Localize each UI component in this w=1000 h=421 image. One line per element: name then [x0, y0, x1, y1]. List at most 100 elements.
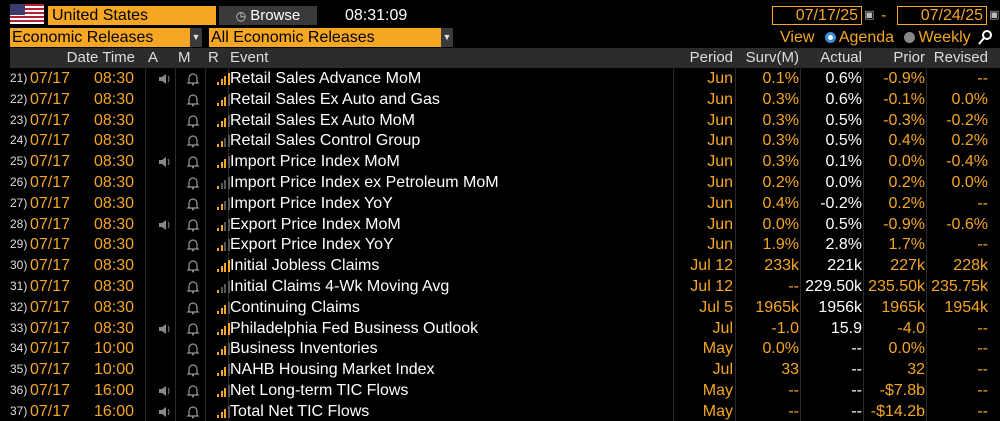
- table-row[interactable]: 36) 07/17 16:00 Net Long-term TIC Flows …: [10, 380, 1000, 401]
- start-date-input[interactable]: 07/17/25: [772, 6, 862, 25]
- event-name[interactable]: Continuing Claims: [230, 298, 360, 316]
- event-name[interactable]: Initial Jobless Claims: [230, 257, 380, 275]
- table-row[interactable]: 26) 07/17 08:30 Import Price Index ex Pe…: [10, 172, 1000, 193]
- col-prior[interactable]: Prior: [893, 49, 925, 66]
- table-row[interactable]: 30) 07/17 08:30 Initial Jobless Claims J…: [10, 255, 1000, 276]
- event-name[interactable]: Total Net TIC Flows: [230, 402, 370, 420]
- weekly-label[interactable]: Weekly: [918, 29, 971, 46]
- calendar-icon[interactable]: ▣: [864, 9, 875, 21]
- speaker-icon[interactable]: [157, 71, 171, 85]
- relevance-bars-icon: [217, 238, 231, 252]
- speaker-icon[interactable]: [157, 154, 171, 168]
- table-row[interactable]: 28) 07/17 08:30 Export Price Index MoM J…: [10, 214, 1000, 235]
- bell-icon[interactable]: [186, 258, 200, 273]
- col-audio[interactable]: A: [148, 49, 159, 66]
- speaker-placeholder[interactable]: [157, 300, 171, 314]
- speaker-placeholder[interactable]: [157, 92, 171, 106]
- row-number: 29): [10, 237, 28, 252]
- table-row[interactable]: 24) 07/17 08:30 Retail Sales Control Gro…: [10, 130, 1000, 151]
- table-row[interactable]: 33) 07/17 08:30 Philadelphia Fed Busines…: [10, 318, 1000, 339]
- event-name[interactable]: Philadelphia Fed Business Outlook: [230, 319, 479, 337]
- col-event[interactable]: Event: [230, 49, 269, 66]
- release-time: 08:30: [94, 278, 135, 295]
- view-label: View: [780, 29, 815, 46]
- col-survey[interactable]: Surv(M): [745, 49, 799, 66]
- col-datetime[interactable]: Date Time: [66, 49, 135, 66]
- release-type-dropdown[interactable]: Economic Releases: [10, 28, 200, 47]
- bell-icon[interactable]: [186, 113, 200, 128]
- table-row[interactable]: 35) 07/17 10:00 NAHB Housing Market Inde…: [10, 359, 1000, 380]
- speaker-placeholder[interactable]: [157, 196, 171, 210]
- speaker-placeholder[interactable]: [157, 113, 171, 127]
- speaker-placeholder[interactable]: [157, 258, 171, 272]
- bell-icon[interactable]: [186, 383, 200, 398]
- event-name[interactable]: Retail Sales Ex Auto MoM: [230, 111, 415, 129]
- bell-icon[interactable]: [186, 279, 200, 294]
- col-period[interactable]: Period: [689, 49, 733, 66]
- end-date-input[interactable]: 07/24/25: [897, 6, 987, 25]
- speaker-icon[interactable]: [157, 404, 171, 418]
- table-row[interactable]: 31) 07/17 08:30 Initial Claims 4-Wk Movi…: [10, 276, 1000, 297]
- speaker-icon[interactable]: [157, 321, 171, 335]
- event-name[interactable]: Initial Claims 4-Wk Moving Avg: [230, 278, 450, 295]
- event-name[interactable]: Import Price Index ex Petroleum MoM: [230, 174, 499, 191]
- bell-icon[interactable]: [186, 196, 200, 211]
- bell-icon[interactable]: [186, 154, 200, 169]
- event-name[interactable]: Net Long-term TIC Flows: [230, 382, 409, 399]
- bell-icon[interactable]: [186, 362, 200, 377]
- table-row[interactable]: 21) 07/17 08:30 Retail Sales Advance MoM…: [10, 68, 1000, 89]
- event-name[interactable]: Retail Sales Advance MoM: [230, 70, 422, 87]
- table-row[interactable]: 29) 07/17 08:30 Export Price Index YoY J…: [10, 234, 1000, 255]
- calendar-icon[interactable]: ▣: [989, 9, 1000, 21]
- bell-icon[interactable]: [186, 217, 200, 232]
- table-row[interactable]: 34) 07/17 10:00 Business Inventories May…: [10, 338, 1000, 359]
- speaker-placeholder[interactable]: [157, 341, 171, 355]
- speaker-icon[interactable]: [157, 217, 171, 231]
- bell-icon[interactable]: [186, 92, 200, 107]
- agenda-radio[interactable]: [824, 32, 836, 43]
- speaker-placeholder[interactable]: [157, 362, 171, 376]
- prior-value: 1965k: [881, 298, 925, 316]
- col-actual[interactable]: Actual: [820, 49, 862, 66]
- event-name[interactable]: Import Price Index YoY: [230, 194, 393, 212]
- speaker-placeholder[interactable]: [157, 133, 171, 147]
- col-alert[interactable]: M: [178, 49, 191, 66]
- bell-icon[interactable]: [186, 237, 200, 252]
- table-row[interactable]: 22) 07/17 08:30 Retail Sales Ex Auto and…: [10, 89, 1000, 110]
- speaker-placeholder[interactable]: [157, 279, 171, 293]
- event-name[interactable]: Retail Sales Ex Auto and Gas: [230, 90, 440, 108]
- bell-icon[interactable]: [186, 300, 200, 315]
- chevron-down-icon[interactable]: ▼: [190, 28, 202, 47]
- event-name[interactable]: NAHB Housing Market Index: [230, 361, 435, 379]
- table-row[interactable]: 32) 07/17 08:30 Continuing Claims Jul 5 …: [10, 297, 1000, 318]
- prior-value: 1.7%: [888, 236, 925, 254]
- speaker-placeholder[interactable]: [157, 175, 171, 189]
- release-filter-dropdown[interactable]: All Economic Releases: [209, 28, 441, 47]
- bell-icon[interactable]: [186, 404, 200, 419]
- speaker-placeholder[interactable]: [157, 237, 171, 251]
- table-row[interactable]: 23) 07/17 08:30 Retail Sales Ex Auto MoM…: [10, 110, 1000, 131]
- pin-icon[interactable]: [978, 29, 994, 46]
- event-name[interactable]: Business Inventories: [230, 340, 378, 358]
- release-date: 07/17: [30, 257, 71, 275]
- bell-icon[interactable]: [186, 71, 200, 86]
- chevron-down-icon[interactable]: ▼: [441, 28, 453, 47]
- speaker-icon[interactable]: [157, 383, 171, 397]
- event-name[interactable]: Import Price Index MoM: [230, 153, 400, 171]
- col-revised[interactable]: Revised: [933, 49, 988, 66]
- agenda-label[interactable]: Agenda: [838, 29, 895, 46]
- bell-icon[interactable]: [186, 341, 200, 356]
- bell-icon[interactable]: [186, 133, 200, 148]
- event-name[interactable]: Export Price Index MoM: [230, 215, 401, 233]
- weekly-radio[interactable]: [904, 32, 916, 43]
- event-name[interactable]: Export Price Index YoY: [230, 236, 394, 254]
- bell-icon[interactable]: [186, 321, 200, 336]
- table-row[interactable]: 27) 07/17 08:30 Import Price Index YoY J…: [10, 193, 1000, 214]
- country-selector[interactable]: United States: [48, 6, 216, 25]
- table-row[interactable]: 37) 07/17 16:00 Total Net TIC Flows May …: [10, 401, 1000, 421]
- bell-icon[interactable]: [186, 175, 200, 190]
- event-name[interactable]: Retail Sales Control Group: [230, 132, 421, 150]
- table-row[interactable]: 25) 07/17 08:30 Import Price Index MoM J…: [10, 151, 1000, 172]
- browse-button[interactable]: ◷ Browse: [219, 6, 317, 25]
- col-relevance[interactable]: R: [208, 49, 219, 66]
